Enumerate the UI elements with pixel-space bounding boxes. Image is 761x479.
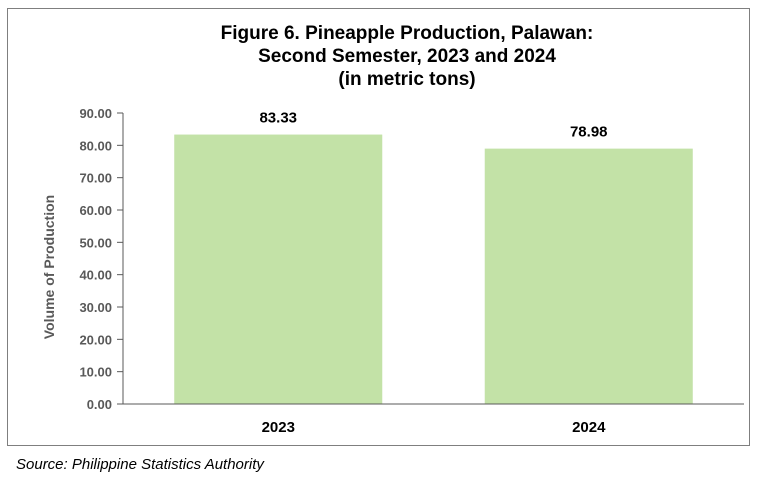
data-labels: 83.33 78.98 [259,110,607,141]
bar-chart: Figure 6. Pineapple Production, Palawan:… [41,23,744,436]
chart-frame: Figure 6. Pineapple Production, Palawan:… [7,8,750,446]
y-tick-label: 50.00 [79,235,112,250]
y-tick-label: 30.00 [79,300,112,315]
x-tick-label: 2024 [572,419,606,436]
y-tick-label: 40.00 [79,268,112,283]
y-tick-label: 80.00 [79,138,112,153]
source-note: Source: Philippine Statistics Authority [16,456,264,473]
y-axis-label: Volume of Production [41,195,57,339]
y-tick-label: 0.00 [87,397,112,412]
y-tick-label: 90.00 [79,106,112,121]
data-label: 78.98 [570,124,608,141]
y-tick-label: 10.00 [79,365,112,380]
bar [174,134,383,404]
chart-title-line-1: Figure 6. Pineapple Production, Palawan: [221,23,594,44]
chart-title-line-2: Second Semester, 2023 and 2024 [258,46,556,67]
chart-title: Figure 6. Pineapple Production, Palawan:… [221,23,594,90]
y-tick-label: 60.00 [79,203,112,218]
bars [174,134,693,404]
y-axis-ticks: 0.00 10.00 20.00 30.00 40.00 50.00 60.00 70.00 8… [79,106,123,412]
x-axis-ticks: 2023 2024 [262,419,607,436]
x-tick-label: 2023 [262,419,295,436]
chart-title-line-3: (in metric tons) [338,69,475,90]
data-label: 83.33 [259,110,297,127]
y-tick-label: 20.00 [79,332,112,347]
y-tick-label: 70.00 [79,171,112,186]
bar [484,148,693,404]
